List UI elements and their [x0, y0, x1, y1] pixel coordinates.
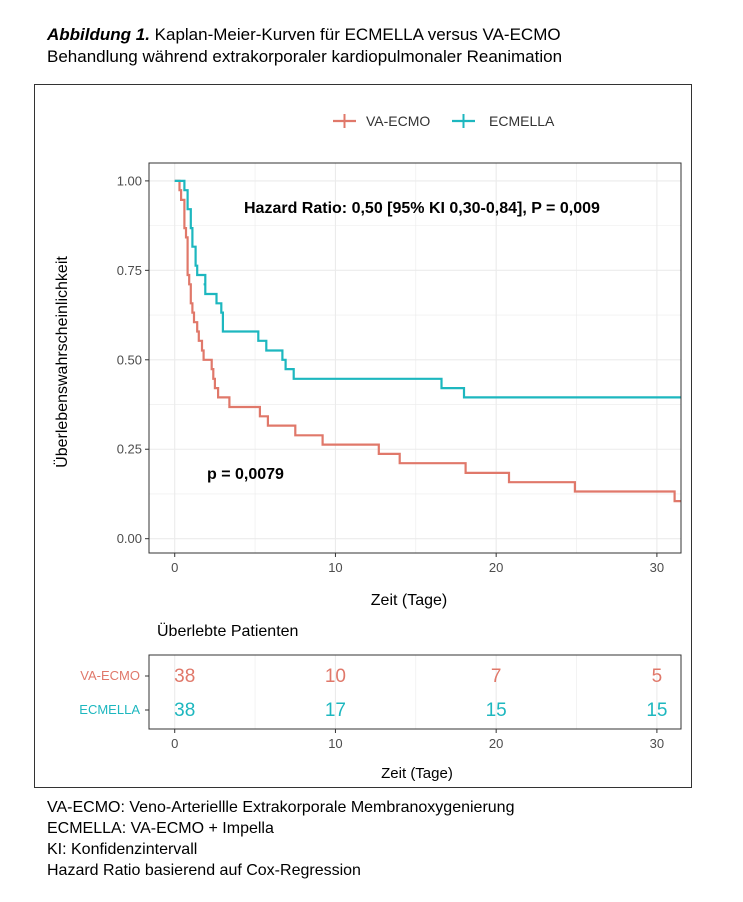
risk-table-x-tick-label: 20	[489, 736, 503, 751]
risk-table-value: 38	[174, 666, 195, 687]
risk-table-value: 7	[491, 666, 502, 687]
hazard-ratio-annotation: Hazard Ratio: 0,50 [95% KI 0,30-0,84], P…	[244, 200, 600, 217]
footnotes: VA-ECMO: Veno-Arteriellle Extrakorporale…	[47, 797, 514, 881]
risk-table-x-tick-label: 30	[650, 736, 664, 751]
risk-table-value: 17	[325, 700, 346, 721]
survival-curve-va-ecmo	[174, 179, 681, 503]
risk-table-rows: VA-ECMO 38 10 7 5 ECMELLA 38 17 15 15	[79, 666, 667, 721]
p-value-annotation: p = 0,0079	[207, 466, 284, 483]
legend-entry-va-ecmo: VA-ECMO	[333, 113, 430, 129]
caption-line-1: Abbildung 1. Kaplan-Meier-Kurven für ECM…	[47, 24, 562, 46]
y-axis-title: Überlebenswahrscheinlichkeit	[53, 256, 71, 468]
risk-table-value: 38	[174, 700, 195, 721]
x-axis-ticks: 0 10 20 30	[171, 553, 664, 575]
x-tick-label: 0	[171, 560, 178, 575]
figure-frame	[34, 84, 692, 788]
x-tick-label: 30	[650, 560, 664, 575]
risk-table-value: 10	[325, 666, 346, 687]
risk-table-x-title: Zeit (Tage)	[381, 765, 453, 782]
y-tick-label: 0.00	[117, 531, 142, 546]
main-gridlines	[149, 163, 681, 553]
y-tick-label: 0.75	[117, 263, 142, 278]
footnote-4: Hazard Ratio basierend auf Cox-Regressio…	[47, 862, 361, 879]
y-tick-label: 0.50	[117, 352, 142, 367]
legend-label-ecmella: ECMELLA	[489, 113, 555, 129]
risk-table-row-label: ECMELLA	[79, 702, 140, 717]
risk-table-border	[148, 654, 682, 730]
legend-label-va-ecmo: VA-ECMO	[366, 113, 430, 129]
risk-table-value: 5	[652, 666, 663, 687]
x-tick-label: 10	[328, 560, 342, 575]
risk-table-title: Überlebte Patienten	[157, 622, 298, 640]
risk-table-panel	[149, 655, 681, 729]
y-tick-label: 0.25	[117, 442, 142, 457]
caption-line-1-text: Kaplan-Meier-Kurven für ECMELLA versus V…	[149, 25, 561, 44]
y-tick-label: 1.00	[117, 173, 142, 188]
footnote-3: KI: Konfidenzintervall	[47, 841, 198, 858]
x-tick-label: 20	[489, 560, 503, 575]
x-axis-title: Zeit (Tage)	[371, 592, 447, 609]
legend: VA-ECMO ECMELLA	[333, 113, 555, 129]
risk-table-value: 15	[486, 700, 507, 721]
risk-table-x-tick-label: 10	[328, 736, 342, 751]
footnote-1: VA-ECMO: Veno-Arteriellle Extrakorporale…	[47, 799, 515, 816]
figure-caption: Abbildung 1. Kaplan-Meier-Kurven für ECM…	[47, 24, 562, 68]
caption-lead: Abbildung 1.	[47, 25, 150, 44]
plot-panel	[149, 163, 681, 553]
legend-entry-ecmella: ECMELLA	[452, 113, 555, 129]
survival-curves	[174, 179, 681, 503]
plot-border	[148, 162, 682, 554]
risk-table-value: 15	[646, 700, 667, 721]
caption-line-2: Behandlung während extrakorporaler kardi…	[47, 47, 563, 66]
risk-table-row-label: VA-ECMO	[80, 668, 140, 683]
footnote-2: ECMELLA: VA-ECMO + Impella	[47, 820, 274, 837]
survival-curve-ecmella	[174, 179, 681, 399]
risk-table-gridlines	[174, 655, 658, 729]
risk-table-x-tick-label: 0	[171, 736, 178, 751]
risk-table-x-ticks: 0 10 20 30	[171, 729, 664, 751]
y-axis-ticks: 0.00 0.25 0.50 0.75 1.00	[117, 173, 149, 546]
